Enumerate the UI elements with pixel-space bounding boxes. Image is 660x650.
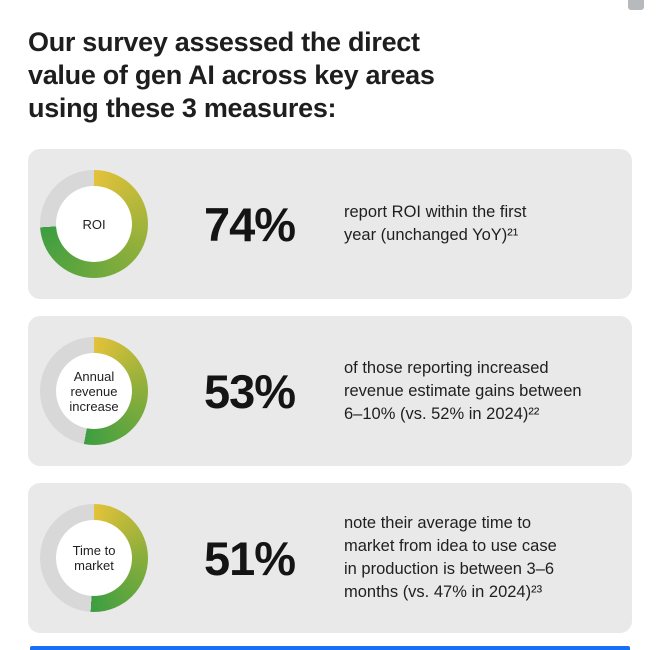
donut-hole: ROI	[56, 186, 132, 262]
stat-card-time-to-market: Time to market 51% note their average ti…	[28, 483, 632, 633]
revenue-donut-chart: Annual revenue increase	[40, 337, 148, 445]
roi-donut-chart: ROI	[40, 170, 148, 278]
stat-description-roi: report ROI within the first year (unchan…	[344, 203, 527, 244]
stat-card-roi: ROI 74% report ROI within the first year…	[28, 149, 632, 299]
donut-label-roi: ROI	[82, 216, 106, 232]
stat-cards: ROI 74% report ROI within the first year…	[28, 149, 632, 633]
donut-label-time-to-market: Time to market	[72, 543, 116, 573]
scrollbar-artifact	[628, 0, 644, 10]
page-title: Our survey assessed the direct value of …	[28, 27, 435, 123]
donut-hole: Annual revenue increase	[56, 353, 132, 429]
stat-description-time-to-market: note their average time to market from i…	[344, 514, 557, 601]
time-to-market-donut-chart: Time to market	[40, 504, 148, 612]
stat-percent-time-to-market: 51%	[204, 531, 296, 585]
donut-hole: Time to market	[56, 520, 132, 596]
donut-label-revenue: Annual revenue increase	[69, 368, 119, 414]
stat-percent-roi: 74%	[204, 197, 296, 251]
stat-card-revenue: Annual revenue increase 53% of those rep…	[28, 316, 632, 466]
stat-percent-revenue: 53%	[204, 364, 296, 418]
stat-description-revenue: of those reporting increased revenue est…	[344, 358, 582, 423]
bottom-accent-bar	[30, 646, 630, 650]
